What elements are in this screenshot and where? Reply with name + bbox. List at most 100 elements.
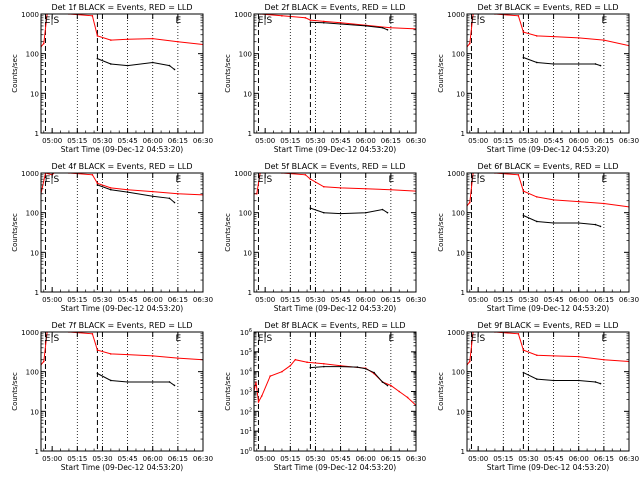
series-point: [323, 22, 325, 24]
x-tick-label: 05:00: [42, 296, 62, 304]
series-point: [309, 366, 312, 369]
x-tick-label: 05:45: [543, 296, 563, 304]
y-tick-label: 100: [452, 51, 465, 59]
x-tick-label: 05:15: [67, 455, 87, 463]
y-tick-label: 1000: [21, 11, 39, 19]
series-point: [110, 187, 112, 189]
series-point: [603, 358, 605, 361]
series-point: [96, 57, 99, 60]
chart-title: Det 3f BLACK = Events, RED = LLD: [477, 3, 618, 12]
x-tick-label: 05:00: [468, 137, 488, 145]
series-point: [110, 379, 112, 382]
x-tick-label: 05:30: [518, 455, 538, 463]
chart-data-area: [254, 173, 416, 292]
series-point: [536, 196, 538, 198]
series-point: [110, 188, 112, 191]
x-tick-label: 06:15: [594, 296, 614, 304]
marker-label: E: [176, 175, 182, 185]
series-point: [96, 184, 99, 186]
series-point: [552, 199, 555, 201]
series-point: [386, 211, 389, 214]
y-axis-label: Counts/sec: [11, 213, 19, 252]
x-tick-label: 05:00: [42, 455, 62, 463]
y-tick-exponent: 6: [249, 328, 252, 334]
series-point: [126, 191, 129, 193]
y-tick-exponent: 1: [249, 427, 252, 433]
y-tick-label: 1000: [447, 170, 465, 178]
series-point: [468, 360, 471, 363]
y-tick-label: 100: [452, 210, 465, 218]
marker-label: E|S: [258, 175, 273, 185]
series-point: [381, 26, 384, 29]
y-tick-label: 100: [239, 51, 252, 59]
y-tick-label: 1: [461, 289, 465, 297]
y-tick-label: 100: [452, 369, 465, 377]
series-point: [517, 333, 520, 335]
y-tick-exponent: 5: [249, 348, 252, 354]
series-point: [126, 353, 129, 356]
x-tick-label: 06:00: [569, 296, 589, 304]
x-tick-label: 05:15: [280, 455, 300, 463]
chart-panel: Det 7f BLACK = Events, RED = LLD E|S E 1 10 1…: [11, 321, 213, 472]
y-tick-label: 104: [240, 368, 252, 377]
x-axis-label: Start Time (09-Dec-12 04:53:20): [274, 304, 396, 313]
y-tick-label: 105: [240, 348, 252, 357]
x-tick-label: 05:00: [255, 296, 275, 304]
y-tick-label: 1000: [234, 11, 252, 19]
x-tick-label: 06:30: [406, 137, 426, 145]
series-point: [577, 200, 580, 203]
x-axis-label: Start Time (09-Dec-12 04:53:20): [61, 463, 183, 472]
series-point: [577, 355, 580, 358]
series-point: [281, 370, 283, 373]
series-point: [599, 382, 602, 385]
series-point: [406, 396, 409, 399]
series-point: [110, 63, 112, 65]
y-tick-label: 100: [240, 447, 252, 456]
series-point: [126, 38, 129, 41]
series-point: [177, 40, 179, 43]
y-tick-label: 1000: [447, 329, 465, 337]
x-tick-label: 05:15: [493, 296, 513, 304]
series-point: [126, 188, 129, 191]
chart-panel: Det 3f BLACK = Events, RED = LLD E|S E 1 10 1…: [437, 3, 639, 154]
x-tick-label: 06:30: [193, 296, 213, 304]
marker-label: E|S: [258, 16, 273, 26]
series-point: [577, 222, 580, 224]
x-tick-label: 06:00: [356, 296, 376, 304]
series-point: [304, 174, 307, 176]
series-point: [168, 64, 171, 67]
series-point: [552, 63, 555, 65]
series-point: [603, 39, 605, 41]
marker-label: E|S: [258, 334, 273, 344]
marker-label: E: [602, 16, 608, 26]
y-tick-label: 1000: [234, 170, 252, 178]
x-tick-label: 05:45: [543, 137, 563, 145]
series-point: [522, 371, 525, 374]
series-point: [522, 190, 525, 192]
x-axis-label: Start Time (09-Dec-12 04:53:20): [61, 145, 183, 154]
series-point: [536, 35, 538, 37]
series-point: [323, 362, 325, 365]
x-tick-label: 06:30: [406, 455, 426, 463]
series-point: [323, 20, 325, 23]
series-point: [42, 42, 45, 45]
series-point: [364, 25, 367, 27]
chart-title: Det 4f BLACK = Events, RED = LLD: [51, 162, 192, 171]
series-point: [398, 390, 401, 393]
series-point: [339, 23, 342, 25]
x-tick-label: 06:00: [356, 137, 376, 145]
x-tick-label: 06:30: [193, 137, 213, 145]
series-point: [177, 357, 179, 359]
x-tick-label: 05:30: [305, 137, 325, 145]
x-tick-label: 05:45: [330, 455, 350, 463]
x-tick-label: 05:15: [493, 137, 513, 145]
x-tick-label: 05:45: [330, 137, 350, 145]
series-point: [594, 223, 597, 226]
y-tick-label: 103: [240, 388, 252, 397]
y-tick-label: 100: [26, 51, 39, 59]
series-point: [173, 68, 176, 71]
chart-panel: Det 6f BLACK = Events, RED = LLD E|S E 1 10 1…: [437, 162, 639, 313]
x-axis-label: Start Time (09-Dec-12 04:53:20): [274, 463, 396, 472]
series-point: [257, 401, 260, 403]
series-point: [522, 214, 525, 217]
